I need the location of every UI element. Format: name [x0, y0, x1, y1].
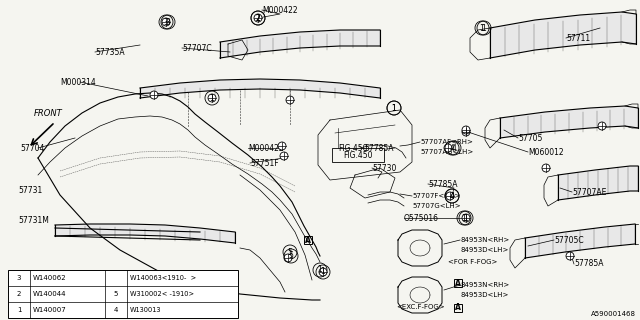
Text: 1: 1 — [482, 23, 486, 33]
Circle shape — [280, 152, 288, 160]
Text: W140063<1910-  >: W140063<1910- > — [130, 275, 196, 281]
Circle shape — [598, 122, 606, 130]
Text: 57785A: 57785A — [364, 143, 394, 153]
Text: 2: 2 — [255, 13, 260, 22]
Text: 84953D<LH>: 84953D<LH> — [460, 247, 508, 253]
Text: 57707F<RH>: 57707F<RH> — [412, 193, 460, 199]
Text: W310002< -1910>: W310002< -1910> — [130, 291, 194, 297]
Circle shape — [319, 268, 327, 276]
Text: M060012: M060012 — [528, 148, 564, 156]
Text: W140062: W140062 — [33, 275, 67, 281]
Text: M000314: M000314 — [60, 77, 96, 86]
Text: M000422: M000422 — [262, 5, 298, 14]
Text: 4: 4 — [114, 307, 118, 313]
Polygon shape — [140, 79, 380, 98]
Circle shape — [162, 18, 170, 26]
Text: 2: 2 — [17, 291, 21, 297]
Circle shape — [444, 144, 452, 152]
Text: 1: 1 — [210, 93, 214, 102]
Text: 57707AG<LH>: 57707AG<LH> — [420, 149, 473, 155]
Circle shape — [542, 164, 550, 172]
Text: A: A — [305, 236, 311, 244]
Polygon shape — [220, 30, 380, 58]
Bar — [8, 270, 238, 318]
Polygon shape — [500, 106, 638, 138]
Text: O575016: O575016 — [404, 213, 439, 222]
Text: A590001468: A590001468 — [591, 311, 636, 317]
Polygon shape — [558, 166, 638, 200]
Bar — [332, 148, 384, 162]
Text: 57731: 57731 — [18, 186, 42, 195]
Text: <EXC.F-FOG>: <EXC.F-FOG> — [396, 304, 445, 310]
Text: 84953D<LH>: 84953D<LH> — [460, 292, 508, 298]
Text: FIG.450: FIG.450 — [338, 143, 367, 153]
Text: FIG.450: FIG.450 — [343, 150, 372, 159]
Polygon shape — [55, 224, 235, 243]
Circle shape — [286, 96, 294, 104]
Text: 57707C: 57707C — [182, 44, 212, 52]
Text: 1: 1 — [392, 103, 396, 113]
Text: 4: 4 — [449, 191, 454, 201]
Text: 5: 5 — [114, 291, 118, 297]
Text: 84953N<RH>: 84953N<RH> — [460, 282, 509, 288]
Text: 57704: 57704 — [20, 143, 44, 153]
Text: 57707G<LH>: 57707G<LH> — [412, 203, 461, 209]
Text: 1: 1 — [392, 103, 396, 113]
Text: <FOR F-FOG>: <FOR F-FOG> — [448, 259, 497, 265]
Polygon shape — [525, 224, 635, 258]
Text: 3: 3 — [17, 275, 21, 281]
Text: 57707AE: 57707AE — [572, 188, 606, 196]
Circle shape — [278, 142, 286, 150]
Circle shape — [462, 128, 470, 136]
Circle shape — [566, 252, 574, 260]
Text: 4: 4 — [449, 191, 454, 201]
Text: W140007: W140007 — [33, 307, 67, 313]
Text: M000422: M000422 — [248, 143, 284, 153]
Text: 57731M: 57731M — [18, 215, 49, 225]
Text: 57785A: 57785A — [428, 180, 458, 188]
Text: 1: 1 — [463, 213, 468, 222]
Bar — [454, 279, 462, 287]
Text: 5: 5 — [287, 247, 292, 257]
Text: W140044: W140044 — [33, 291, 67, 297]
Circle shape — [254, 14, 262, 22]
Circle shape — [446, 192, 454, 200]
Text: 57730: 57730 — [372, 164, 396, 172]
Text: A: A — [455, 278, 461, 287]
Text: 3: 3 — [164, 18, 168, 27]
Text: 57707AF<RH>: 57707AF<RH> — [420, 139, 473, 145]
Text: 57705C: 57705C — [554, 236, 584, 244]
Text: 57705: 57705 — [518, 133, 542, 142]
Text: W130013: W130013 — [130, 307, 161, 313]
Text: 57751F: 57751F — [250, 158, 278, 167]
Text: 3: 3 — [166, 18, 170, 27]
Circle shape — [150, 91, 158, 99]
Text: 1: 1 — [17, 307, 21, 313]
Text: 2: 2 — [255, 13, 260, 22]
Text: 57735A: 57735A — [95, 47, 125, 57]
Circle shape — [462, 126, 470, 134]
Text: 84953N<RH>: 84953N<RH> — [460, 237, 509, 243]
Text: 1: 1 — [461, 213, 467, 222]
Circle shape — [462, 214, 470, 222]
Text: 1: 1 — [321, 268, 325, 276]
Text: 1: 1 — [479, 23, 484, 33]
Text: A: A — [455, 303, 461, 313]
Text: 1: 1 — [317, 266, 323, 275]
Text: 4: 4 — [449, 143, 454, 153]
Text: 5: 5 — [289, 252, 293, 260]
Bar — [304, 236, 312, 244]
Circle shape — [284, 254, 292, 262]
Text: 57711: 57711 — [566, 34, 590, 43]
Text: 57785A: 57785A — [574, 260, 604, 268]
Text: FRONT: FRONT — [34, 109, 62, 118]
Circle shape — [208, 94, 216, 102]
Polygon shape — [490, 12, 636, 58]
Text: 4: 4 — [452, 143, 456, 153]
Bar — [454, 304, 462, 312]
